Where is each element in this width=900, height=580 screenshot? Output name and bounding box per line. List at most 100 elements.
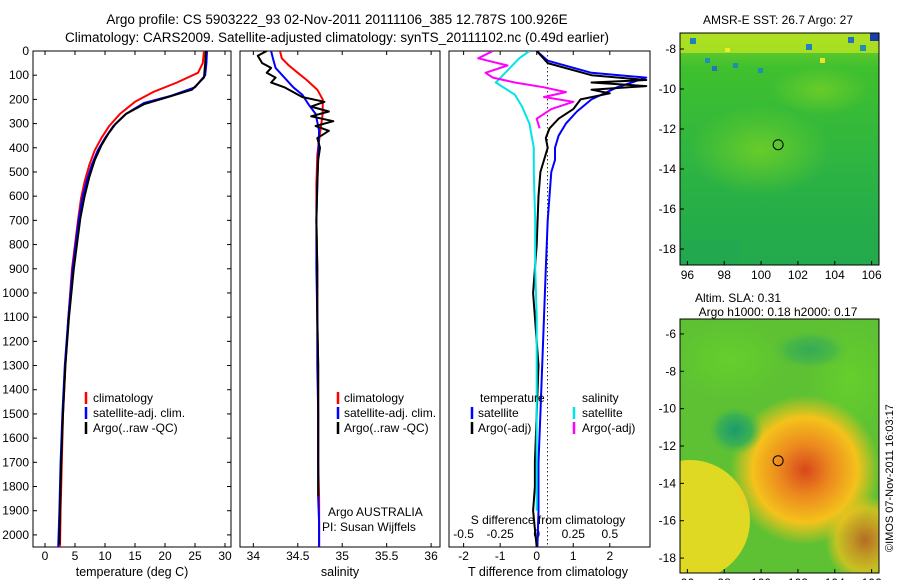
legend-label-argo: Argo(..raw -QC) — [344, 421, 429, 435]
xtick-label: 20 — [158, 549, 172, 563]
s-xtick-label: -0.25 — [486, 527, 514, 541]
argo-position-marker — [772, 455, 784, 467]
map-xtick-label: 96 — [681, 576, 695, 580]
map-ytick-label: -14 — [659, 476, 677, 490]
difference-legend: temperature salinity satellite Argo(-adj… — [470, 391, 635, 435]
temperature-lines — [57, 51, 208, 547]
series-s-satellite — [494, 51, 538, 511]
legend-label-s-satellite: satellite — [582, 406, 623, 420]
ytick-label: 1300 — [2, 359, 29, 373]
legend-label-climatology: climatology — [93, 391, 153, 405]
difference-t-xticks: -2 -1 0 1 2 — [458, 51, 613, 563]
map-ytick-label: -12 — [659, 439, 677, 453]
sst-map-yticks: -8 -10 -12 -14 -16 -18 — [659, 42, 684, 256]
map-ytick-label: -12 — [659, 122, 677, 136]
sst-map-xticks: 96 98 100 102 104 106 — [681, 261, 882, 282]
difference-t-xlabel: T difference from climatology — [468, 565, 629, 579]
legend-label-t-argo: Argo(-adj) — [478, 421, 531, 435]
s-xtick-label: 0.5 — [601, 527, 618, 541]
ytick-label: 0 — [22, 44, 29, 58]
difference-panel: -2 -1 0 1 2 -0.5 -0.25 0 0.25 0.5 S difference f… — [448, 50, 651, 579]
map-xtick-label: 106 — [862, 576, 882, 580]
float-owner-annotation: Argo AUSTRALIA — [328, 505, 423, 519]
xtick-label: 34 — [247, 549, 261, 563]
ytick-label: 600 — [9, 189, 29, 203]
s-xtick-label: -0.5 — [453, 527, 474, 541]
temperature-yticks: 0 100 200 300 400 500 600 700 800 900 1000 1100 1200… — [2, 44, 231, 542]
ytick-label: 1400 — [2, 383, 29, 397]
ytick-label: 500 — [9, 165, 29, 179]
map-xtick-label: 104 — [825, 576, 845, 580]
xtick-label: 30 — [218, 549, 232, 563]
salinity-axes — [239, 50, 441, 548]
map-xtick-label: 100 — [751, 268, 771, 282]
xtick-label: 36 — [424, 549, 438, 563]
temperature-legend: climatology satellite-adj. clim. Argo(..… — [84, 391, 185, 435]
series-s-argo-adj- — [477, 51, 575, 129]
map-xtick-label: 106 — [862, 268, 882, 282]
ytick-label: 800 — [9, 238, 29, 252]
ytick-label: 1800 — [2, 480, 29, 494]
map-ytick-label: -18 — [659, 242, 677, 256]
ytick-label: 700 — [9, 213, 29, 227]
difference-axes — [448, 50, 651, 548]
sla-map-yticks: -6 -8 -10 -12 -14 -16 -18 — [659, 327, 684, 565]
xtick-label: 5 — [72, 549, 79, 563]
map-xtick-label: 102 — [788, 576, 808, 580]
xtick-label: -2 — [458, 549, 469, 563]
ytick-label: 2000 — [2, 528, 29, 542]
ytick-label: 400 — [9, 141, 29, 155]
map-ytick-label: -6 — [665, 327, 676, 341]
temperature-panel: 0100200300400500600700800900100011001200… — [2, 44, 232, 579]
ytick-label: 1600 — [2, 431, 29, 445]
sla-map-panel: Altim. SLA: 0.31 Argo h1000: 0.18 h2000:… — [659, 291, 882, 580]
xtick-label: 25 — [188, 549, 202, 563]
map-xtick-label: 98 — [718, 268, 732, 282]
sla-map-image — [680, 319, 879, 573]
xtick-label: 15 — [128, 549, 142, 563]
series-argo-raw-qc- — [58, 51, 207, 545]
map-ytick-label: -8 — [665, 42, 676, 56]
sla-map-title: Altim. SLA: 0.31 — [695, 291, 781, 305]
xtick-label: 1 — [570, 549, 577, 563]
temperature-xticks: 0 5 10 15 20 25 30 — [42, 51, 232, 563]
legend-header-temperature: temperature — [480, 391, 545, 405]
s-xtick-label: 0.25 — [562, 527, 586, 541]
map-xtick-label: 102 — [788, 268, 808, 282]
ytick-label: 1700 — [2, 455, 29, 469]
ytick-label: 1500 — [2, 407, 29, 421]
map-ytick-label: -16 — [659, 514, 677, 528]
sst-map-panel: AMSR-E SST: 26.7 Argo: 27 96 98 100 102 104 1… — [659, 13, 882, 282]
xtick-label: 35 — [336, 549, 350, 563]
map-xtick-label: 100 — [751, 576, 771, 580]
ytick-label: 1000 — [2, 286, 29, 300]
salinity-legend: climatology satellite-adj. clim. Argo(..… — [336, 391, 436, 435]
legend-label-satellite: satellite-adj. clim. — [344, 406, 436, 420]
temperature-axes — [32, 50, 232, 548]
ytick-label: 1200 — [2, 334, 29, 348]
sst-map-title: AMSR-E SST: 26.7 Argo: 27 — [703, 13, 853, 27]
sst-map-frame — [679, 32, 880, 266]
legend-label-t-satellite: satellite — [478, 406, 519, 420]
imos-timestamp: ©IMOS 07-Nov-2011 16:03:17 — [884, 404, 896, 552]
xtick-label: 34.5 — [286, 549, 310, 563]
xtick-label: 0 — [533, 549, 540, 563]
map-xtick-label: 96 — [681, 268, 695, 282]
difference-s-xticks: -0.5 -0.25 0 0.25 0.5 — [453, 527, 618, 541]
salinity-xlabel: salinity — [321, 565, 360, 579]
legend-label-satellite: satellite-adj. clim. — [93, 406, 185, 420]
ytick-label: 1100 — [3, 310, 29, 324]
temperature-xlabel: temperature (deg C) — [76, 565, 189, 579]
ytick-label: 300 — [9, 117, 29, 131]
xtick-label: 10 — [98, 549, 112, 563]
salinity-panel: 34 34.5 35 35.5 36 salinity climatology sate… — [239, 50, 441, 579]
xtick-label: 0 — [42, 549, 49, 563]
legend-header-salinity: salinity — [582, 391, 619, 405]
map-ytick-label: -18 — [659, 551, 677, 565]
map-xtick-label: 98 — [718, 576, 732, 580]
xtick-label: 2 — [606, 549, 613, 563]
title-line1: Argo profile: CS 5903222_93 02-Nov-2011 … — [106, 12, 567, 27]
legend-label-climatology: climatology — [344, 391, 404, 405]
sla-map-subtitle: Argo h1000: 0.18 h2000: 0.17 — [699, 305, 858, 319]
